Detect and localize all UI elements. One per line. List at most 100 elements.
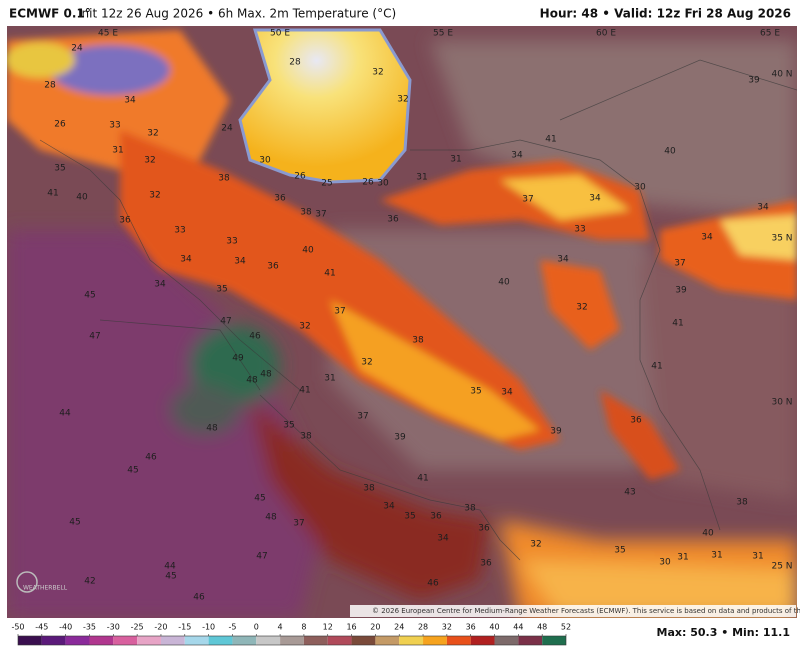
temperature-label: 48 [206, 424, 218, 434]
temperature-label: 36 [119, 216, 131, 226]
temperature-label: 36 [480, 559, 492, 569]
temperature-label: 33 [174, 226, 185, 236]
temperature-label: 47 [256, 552, 267, 562]
temperature-label: 36 [387, 215, 399, 225]
temperature-label: 37 [293, 519, 304, 529]
stats: Max: 50.3 • Min: 11.1 [657, 626, 790, 639]
colorbar-tick-label: -50 [11, 623, 24, 632]
temperature-label: 31 [752, 552, 763, 562]
temperature-label: 48 [265, 513, 277, 523]
colorbar-swatch [137, 636, 161, 645]
temperature-label: 41 [672, 319, 683, 329]
colorbar-swatch [303, 636, 328, 645]
temperature-label: 47 [89, 332, 100, 342]
colorbar-swatch [351, 636, 376, 645]
temperature-label: 34 [501, 388, 513, 398]
colorbar-swatch [542, 636, 566, 645]
temperature-label: 41 [545, 135, 556, 145]
logo-icon [16, 571, 38, 593]
temperature-label: 37 [334, 307, 345, 317]
colorbar-swatch [327, 636, 352, 645]
temperature-label: 38 [412, 336, 424, 346]
map [7, 26, 797, 618]
colorbar-tick-label: 28 [418, 623, 428, 632]
temperature-label: 41 [324, 269, 335, 279]
colorbar-swatch [89, 636, 114, 645]
colorbar-swatch [375, 636, 400, 645]
temperature-label: 40 [76, 193, 88, 203]
temperature-label: 38 [464, 504, 476, 514]
colorbar-swatch [41, 636, 66, 645]
temperature-label: 39 [394, 433, 406, 443]
colorbar-tick-label: 16 [346, 623, 356, 632]
temperature-label: 40 [702, 529, 714, 539]
temperature-label: 37 [357, 412, 368, 422]
colorbar: -50 -45 -40 -35 -30 -25 -20 -15 -10 -5 0 4 8 12 16 20 24… [11, 623, 571, 646]
temperature-label: 34 [437, 534, 449, 544]
latitude-label: 25 N [771, 562, 792, 572]
colorbar-swatch [184, 636, 209, 645]
colorbar-swatch [399, 636, 424, 645]
temperature-label: 38 [218, 174, 230, 184]
temperature-label: 36 [630, 416, 642, 426]
longitude-label: 50 E [270, 29, 290, 39]
colorbar-tick-label: 8 [301, 623, 306, 632]
map-labels: 45 E 50 E 55 E 60 E 65 E 40 N 35 N 30 N 25 N 24 28… [44, 29, 792, 603]
temperature-label: 30 [634, 183, 646, 193]
temperature-label: 44 [59, 409, 71, 419]
colorbar-swatch [256, 636, 281, 645]
temperature-label: 36 [274, 194, 286, 204]
temperature-label: 31 [324, 374, 335, 384]
temperature-label: 39 [550, 427, 562, 437]
temperature-label: 34 [234, 257, 246, 267]
temperature-label: 24 [221, 124, 233, 134]
temperature-label: 31 [711, 551, 722, 561]
colorbar-swatch [232, 636, 257, 645]
temperature-label: 38 [736, 498, 748, 508]
temperature-label: 34 [589, 194, 601, 204]
temperature-label: 42 [84, 577, 95, 587]
temperature-label: 38 [300, 432, 312, 442]
longitude-label: 45 E [98, 29, 118, 39]
temperature-label: 32 [372, 68, 383, 78]
temperature-label: 32 [361, 358, 372, 368]
colorbar-tick-label: 4 [278, 623, 283, 632]
colorbar-tick-label: -5 [228, 623, 236, 632]
colorbar-swatch [18, 636, 42, 645]
colorbar-tick-label: 40 [489, 623, 499, 632]
temperature-label: 46 [145, 453, 157, 463]
temperature-label: 47 [220, 317, 231, 327]
temperature-label: 41 [299, 386, 310, 396]
temperature-label: 30 [659, 558, 671, 568]
temperature-label: 37 [315, 210, 326, 220]
colorbar-tick-label: -40 [59, 623, 72, 632]
colorbar-tick-label: -35 [83, 623, 96, 632]
temperature-label: 35 [614, 546, 625, 556]
temperature-label: 25 [321, 179, 332, 189]
temperature-label: 37 [522, 195, 533, 205]
temperature-label: 35 [283, 421, 294, 431]
temperature-label: 26 [294, 172, 306, 182]
colorbar-swatch [280, 636, 304, 645]
colorbar-frame [17, 635, 567, 646]
temperature-label: 28 [44, 81, 56, 91]
temperature-label: 32 [147, 129, 158, 139]
colorbar-swatch [208, 636, 233, 645]
latitude-label: 30 N [771, 398, 792, 408]
temperature-label: 41 [47, 189, 58, 199]
temperature-label: 39 [748, 76, 760, 86]
colorbar-swatch [518, 636, 543, 645]
colorbar-tick-label: -30 [107, 623, 120, 632]
colorbar-tick-label: 44 [513, 623, 523, 632]
temperature-label: 34 [383, 502, 395, 512]
temperature-label: 28 [289, 58, 301, 68]
colorbar-tick-label: -20 [154, 623, 167, 632]
temperature-label: 44 [164, 562, 176, 572]
colorbar-swatch [494, 636, 519, 645]
colorbar-tick-label: -15 [178, 623, 191, 632]
temperature-label: 49 [232, 354, 244, 364]
temperature-label: 41 [651, 362, 662, 372]
longitude-label: 65 E [760, 29, 780, 39]
colorbar-tick-label: -25 [131, 623, 144, 632]
